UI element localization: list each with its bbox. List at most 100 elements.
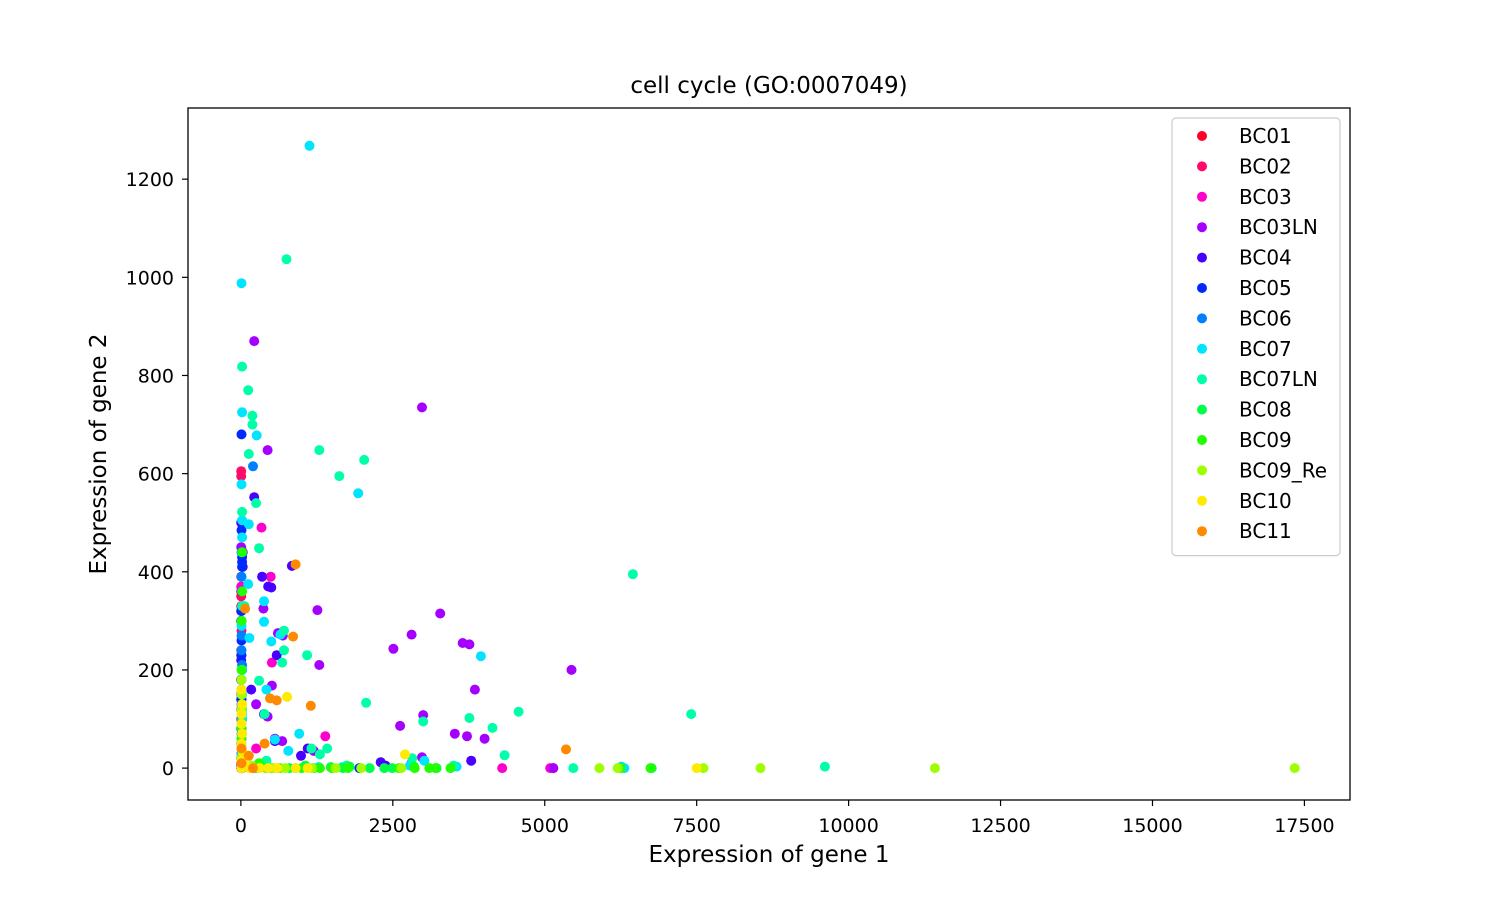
legend-marker	[1197, 222, 1207, 233]
legend-marker	[1197, 283, 1207, 293]
data-point	[283, 745, 294, 756]
data-point	[356, 763, 367, 774]
legend-label: BC07LN	[1239, 367, 1318, 391]
data-point	[263, 763, 274, 774]
legend-label: BC09_Re	[1239, 458, 1327, 482]
data-point	[247, 419, 258, 430]
data-point	[430, 763, 441, 774]
data-point	[409, 763, 420, 774]
legend-label: BC05	[1239, 276, 1292, 300]
data-point	[929, 763, 940, 774]
data-point	[304, 140, 315, 151]
data-point	[236, 429, 247, 440]
data-point	[243, 750, 254, 761]
data-point	[379, 763, 390, 774]
y-tick-label: 1200	[126, 169, 174, 191]
data-point	[251, 498, 262, 509]
x-tick-label: 5000	[521, 815, 569, 837]
data-point	[294, 728, 305, 739]
data-point	[305, 700, 316, 711]
data-point	[236, 525, 247, 536]
data-point	[248, 461, 258, 472]
data-point	[548, 763, 559, 774]
legend-marker	[1197, 131, 1207, 141]
data-point	[237, 547, 248, 558]
plot-frame	[187, 107, 1351, 801]
legend-marker	[1197, 435, 1207, 445]
data-point	[254, 675, 265, 686]
data-point	[302, 650, 313, 661]
series-bc03ln	[236, 336, 577, 774]
data-point	[627, 569, 638, 580]
data-point	[487, 722, 498, 733]
legend-label: BC03	[1239, 185, 1292, 209]
data-point	[279, 645, 289, 656]
data-point	[236, 743, 247, 754]
data-point	[259, 596, 269, 607]
legend-label: BC04	[1239, 246, 1292, 270]
data-point	[561, 744, 571, 755]
data-point	[237, 561, 248, 572]
data-point	[266, 582, 277, 593]
data-point	[314, 749, 325, 760]
data-point	[236, 471, 247, 482]
data-point	[257, 571, 268, 582]
x-axis-label: Expression of gene 1	[648, 842, 889, 868]
data-point	[566, 664, 577, 675]
data-point	[237, 532, 248, 543]
data-point	[282, 691, 293, 702]
data-point	[361, 697, 372, 708]
data-point	[513, 706, 524, 717]
data-point	[314, 763, 325, 774]
data-point	[236, 758, 247, 769]
data-point	[400, 749, 410, 760]
data-point	[462, 731, 472, 742]
data-point	[266, 657, 277, 668]
legend: BC01 BC02 BC03 BC03LN BC04 BC05 BC06 BC07 BC07LN…	[1171, 117, 1341, 557]
data-point	[1289, 763, 1300, 774]
data-point	[406, 629, 417, 640]
legend-marker	[1197, 495, 1207, 506]
data-point	[236, 615, 247, 626]
data-point	[334, 471, 345, 482]
legend-box	[1171, 117, 1341, 557]
data-point	[246, 684, 257, 695]
data-point	[645, 763, 656, 774]
data-point	[612, 763, 623, 774]
data-point	[464, 713, 475, 723]
x-axis-ticks: 0 2500 5000 7500 10000 12500 15000 17500	[235, 800, 1335, 837]
data-point	[236, 278, 247, 289]
data-point	[417, 402, 427, 413]
legend-marker	[1197, 374, 1207, 385]
data-point	[236, 664, 247, 675]
legend-marker	[1197, 252, 1207, 263]
data-point	[243, 579, 254, 590]
chart-title: cell cycle (GO:0007049)	[630, 73, 907, 99]
data-point	[243, 519, 254, 530]
data-point	[261, 684, 272, 695]
data-point	[237, 586, 248, 597]
data-point	[259, 616, 269, 627]
points-layer	[236, 140, 1300, 774]
data-point	[364, 763, 375, 774]
x-tick-label: 12500	[970, 815, 1030, 837]
data-point	[435, 608, 446, 619]
data-point	[251, 430, 262, 441]
data-point	[277, 657, 288, 668]
data-point	[271, 650, 282, 661]
data-point	[244, 633, 255, 643]
data-point	[312, 605, 323, 616]
data-point	[259, 709, 270, 720]
data-point	[236, 684, 247, 695]
legend-label: BC09	[1239, 428, 1292, 452]
y-axis-ticks: 0 200 400 600 800 1000 1200	[126, 169, 188, 780]
data-point	[279, 625, 289, 636]
legend-marker	[1197, 191, 1207, 202]
y-tick-label: 400	[138, 562, 174, 584]
data-point	[388, 643, 399, 654]
x-tick-label: 2500	[369, 815, 417, 837]
data-point	[353, 488, 364, 499]
data-point	[499, 750, 510, 761]
data-point	[288, 631, 299, 642]
data-point	[290, 559, 301, 570]
